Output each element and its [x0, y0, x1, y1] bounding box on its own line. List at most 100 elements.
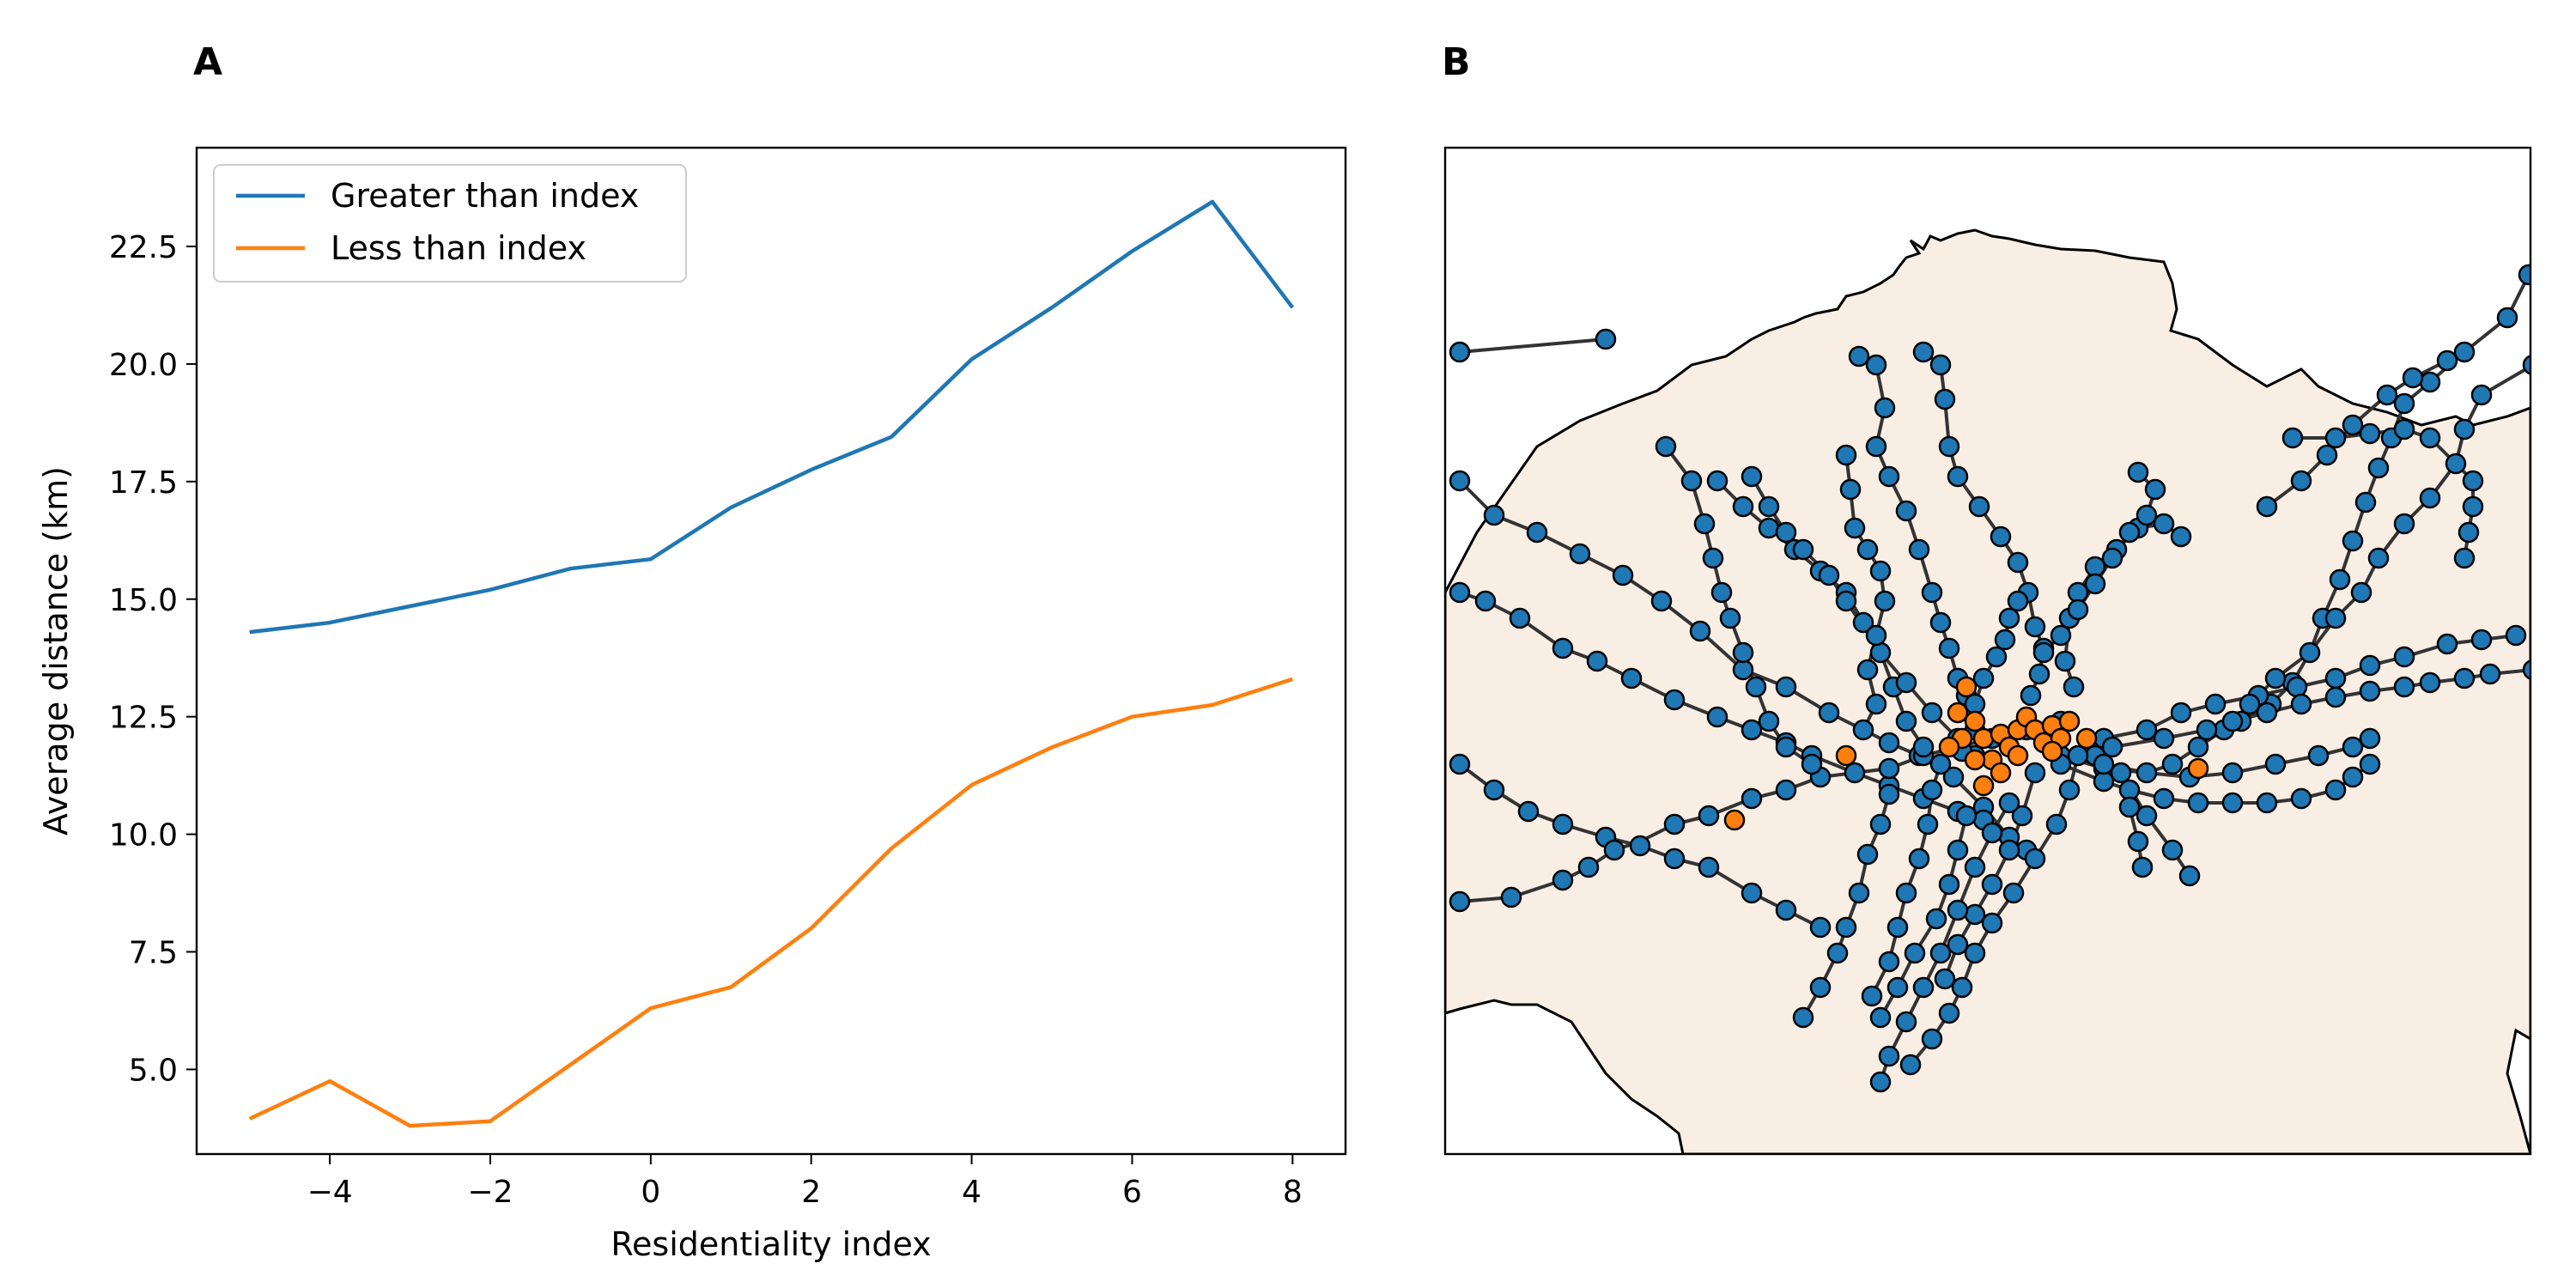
map-panel [1443, 146, 2551, 1156]
station-node [2007, 551, 2029, 574]
station-node [1869, 560, 1892, 582]
y-tick-label: 15.0 [109, 583, 178, 618]
station-node [1758, 495, 1780, 518]
station-node [2196, 719, 2218, 741]
station-node [1818, 702, 1840, 724]
station-node [2024, 848, 2046, 870]
station-node [1577, 856, 1600, 878]
rail-line [1459, 337, 1607, 354]
station-node [2532, 205, 2551, 224]
station-node [1844, 762, 1866, 784]
station-node [1874, 397, 1896, 419]
station-node [2101, 736, 2123, 758]
station-node [1775, 676, 1797, 698]
station-node [2359, 727, 2381, 750]
station-node [1899, 1054, 1922, 1076]
x-tick-label: 8 [1283, 1175, 1303, 1210]
station-node [1878, 465, 1900, 488]
rail-line [1459, 591, 1984, 822]
x-tick-label: 4 [962, 1175, 981, 1210]
station-node-highlight [1964, 749, 1986, 771]
station-node [1886, 976, 1909, 999]
rail-line [2240, 258, 2530, 723]
station-node [2118, 779, 2141, 801]
station-node [1865, 354, 1887, 376]
station-node [2290, 470, 2312, 492]
station-node [1848, 882, 1870, 904]
station-node [1964, 942, 1986, 964]
station-node [2131, 856, 2154, 878]
station-node [1878, 757, 1900, 780]
station-node [1629, 835, 1651, 857]
station-node [2479, 663, 2501, 685]
station-node [2496, 307, 2518, 329]
station-node [1869, 1071, 1892, 1093]
station-node [1925, 908, 1947, 930]
station-node [2161, 839, 2184, 861]
station-node-highlight [1964, 710, 1986, 732]
station-node [1981, 822, 2003, 844]
station-node [1934, 968, 1956, 990]
station-node [1921, 1028, 1943, 1050]
station-node [1856, 538, 1879, 561]
y-tick-label: 7.5 [129, 936, 178, 971]
station-node [1732, 495, 1754, 518]
station-node [1998, 607, 2020, 629]
station-node [1792, 1006, 1814, 1029]
station-node [2170, 702, 2192, 724]
x-tick-label: −4 [307, 1175, 353, 1210]
station-node [1483, 504, 1505, 526]
station-node [1710, 581, 1733, 604]
station-node-highlight [1723, 809, 1746, 831]
station-node [1758, 710, 1780, 732]
station-node [2286, 676, 2308, 698]
station-node [1994, 629, 2016, 651]
station-node [2093, 770, 2115, 793]
station-node [2256, 702, 2278, 724]
station-node [1955, 805, 1978, 827]
station-node [1449, 753, 1471, 775]
station-node [1886, 916, 1909, 939]
station-node [2453, 418, 2476, 440]
x-tick-label: 2 [801, 1175, 821, 1210]
station-node [2110, 762, 2132, 784]
station-node [1895, 500, 1917, 522]
station-node [2024, 616, 2046, 638]
station-node [1938, 435, 1960, 458]
station-node [2054, 650, 2076, 672]
station-node [1942, 766, 1965, 788]
station-node [1835, 916, 1857, 939]
station-node [2393, 676, 2415, 698]
station-node [2144, 478, 2166, 501]
station-node [2239, 693, 2261, 715]
station-node [2518, 264, 2530, 286]
station-node [1848, 345, 1870, 368]
station-node [2445, 453, 2467, 475]
station-node [1972, 667, 1995, 690]
x-tick-label: 6 [1122, 1175, 1142, 1210]
station-node [2354, 491, 2377, 513]
station-node [1663, 848, 1686, 870]
station-node [1947, 899, 1969, 921]
station-node [1732, 659, 1754, 681]
station-node [1775, 736, 1797, 758]
station-node [1878, 1045, 1900, 1067]
station-node [1878, 951, 1900, 973]
station-node [1620, 667, 1643, 690]
station-node [1878, 783, 1900, 805]
station-node [2084, 556, 2106, 578]
station-node [1663, 813, 1686, 835]
station-node [2462, 495, 2484, 518]
rail-line [2293, 428, 2475, 559]
station-node [2522, 355, 2530, 375]
station-node [2136, 805, 2158, 827]
legend-box [213, 164, 687, 283]
station-node [1509, 607, 1531, 629]
station-node [1449, 890, 1471, 913]
y-tick-label: 12.5 [109, 701, 178, 736]
station-node [1809, 976, 1832, 999]
station-node [2136, 719, 2158, 741]
station-node [2436, 349, 2458, 372]
station-node [2419, 671, 2441, 694]
station-node-highlight [1835, 744, 1857, 767]
